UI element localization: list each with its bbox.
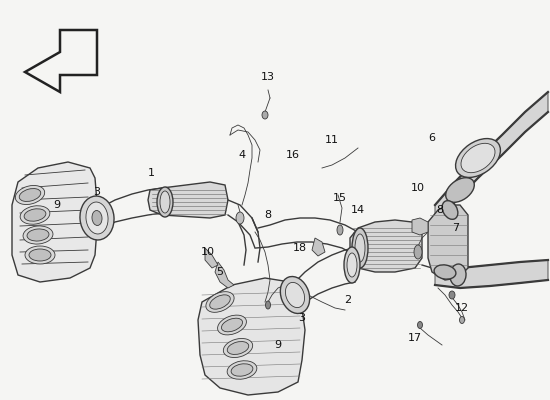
- Text: 17: 17: [408, 333, 422, 343]
- Text: 5: 5: [217, 267, 223, 277]
- Text: 9: 9: [274, 340, 282, 350]
- Text: 3: 3: [94, 187, 101, 197]
- Ellipse shape: [210, 295, 230, 309]
- Text: 2: 2: [344, 295, 351, 305]
- Ellipse shape: [23, 226, 53, 244]
- Ellipse shape: [86, 202, 108, 234]
- Ellipse shape: [417, 322, 422, 328]
- Ellipse shape: [223, 338, 252, 358]
- Ellipse shape: [29, 249, 51, 261]
- Ellipse shape: [80, 196, 114, 240]
- Polygon shape: [25, 30, 97, 92]
- Polygon shape: [412, 218, 428, 235]
- Text: 14: 14: [351, 205, 365, 215]
- Ellipse shape: [442, 201, 458, 219]
- Polygon shape: [215, 262, 234, 288]
- Text: 12: 12: [455, 303, 469, 313]
- Ellipse shape: [450, 264, 466, 286]
- Ellipse shape: [15, 186, 45, 204]
- Ellipse shape: [352, 228, 368, 268]
- Text: 10: 10: [201, 247, 215, 257]
- Ellipse shape: [206, 292, 234, 312]
- Ellipse shape: [414, 245, 422, 259]
- Ellipse shape: [222, 318, 243, 332]
- Text: 10: 10: [411, 183, 425, 193]
- Text: 3: 3: [299, 313, 305, 323]
- Text: 1: 1: [147, 168, 155, 178]
- Polygon shape: [148, 182, 228, 218]
- Ellipse shape: [434, 265, 456, 279]
- Ellipse shape: [218, 315, 246, 335]
- Ellipse shape: [459, 316, 465, 324]
- Polygon shape: [435, 92, 548, 225]
- Polygon shape: [198, 278, 305, 395]
- Text: 9: 9: [53, 200, 60, 210]
- Ellipse shape: [20, 206, 50, 224]
- Polygon shape: [312, 238, 325, 256]
- Text: 8: 8: [437, 205, 443, 215]
- Ellipse shape: [19, 188, 41, 202]
- Ellipse shape: [227, 342, 249, 354]
- Ellipse shape: [449, 291, 455, 299]
- Polygon shape: [350, 220, 422, 272]
- Ellipse shape: [285, 282, 305, 308]
- Ellipse shape: [355, 234, 365, 262]
- Text: 18: 18: [293, 243, 307, 253]
- Ellipse shape: [344, 247, 360, 283]
- Ellipse shape: [24, 209, 46, 221]
- Ellipse shape: [455, 138, 500, 178]
- Text: 16: 16: [286, 150, 300, 160]
- Ellipse shape: [461, 143, 495, 173]
- Ellipse shape: [25, 246, 55, 264]
- Ellipse shape: [227, 361, 257, 379]
- Text: 13: 13: [261, 72, 275, 82]
- Ellipse shape: [236, 212, 244, 224]
- Ellipse shape: [262, 111, 268, 119]
- Ellipse shape: [446, 178, 474, 202]
- Text: 7: 7: [453, 223, 460, 233]
- Text: 4: 4: [239, 150, 245, 160]
- Ellipse shape: [337, 225, 343, 235]
- Text: 11: 11: [325, 135, 339, 145]
- Ellipse shape: [157, 187, 173, 217]
- Text: 8: 8: [265, 210, 272, 220]
- Ellipse shape: [347, 253, 357, 277]
- Ellipse shape: [266, 301, 271, 309]
- Ellipse shape: [280, 276, 310, 314]
- Ellipse shape: [92, 210, 102, 226]
- Text: 15: 15: [333, 193, 347, 203]
- Polygon shape: [205, 248, 218, 268]
- Text: 6: 6: [428, 133, 436, 143]
- Polygon shape: [435, 260, 548, 288]
- Ellipse shape: [27, 229, 49, 241]
- Ellipse shape: [160, 191, 170, 213]
- Polygon shape: [428, 205, 468, 280]
- Ellipse shape: [231, 364, 253, 376]
- Polygon shape: [12, 162, 98, 282]
